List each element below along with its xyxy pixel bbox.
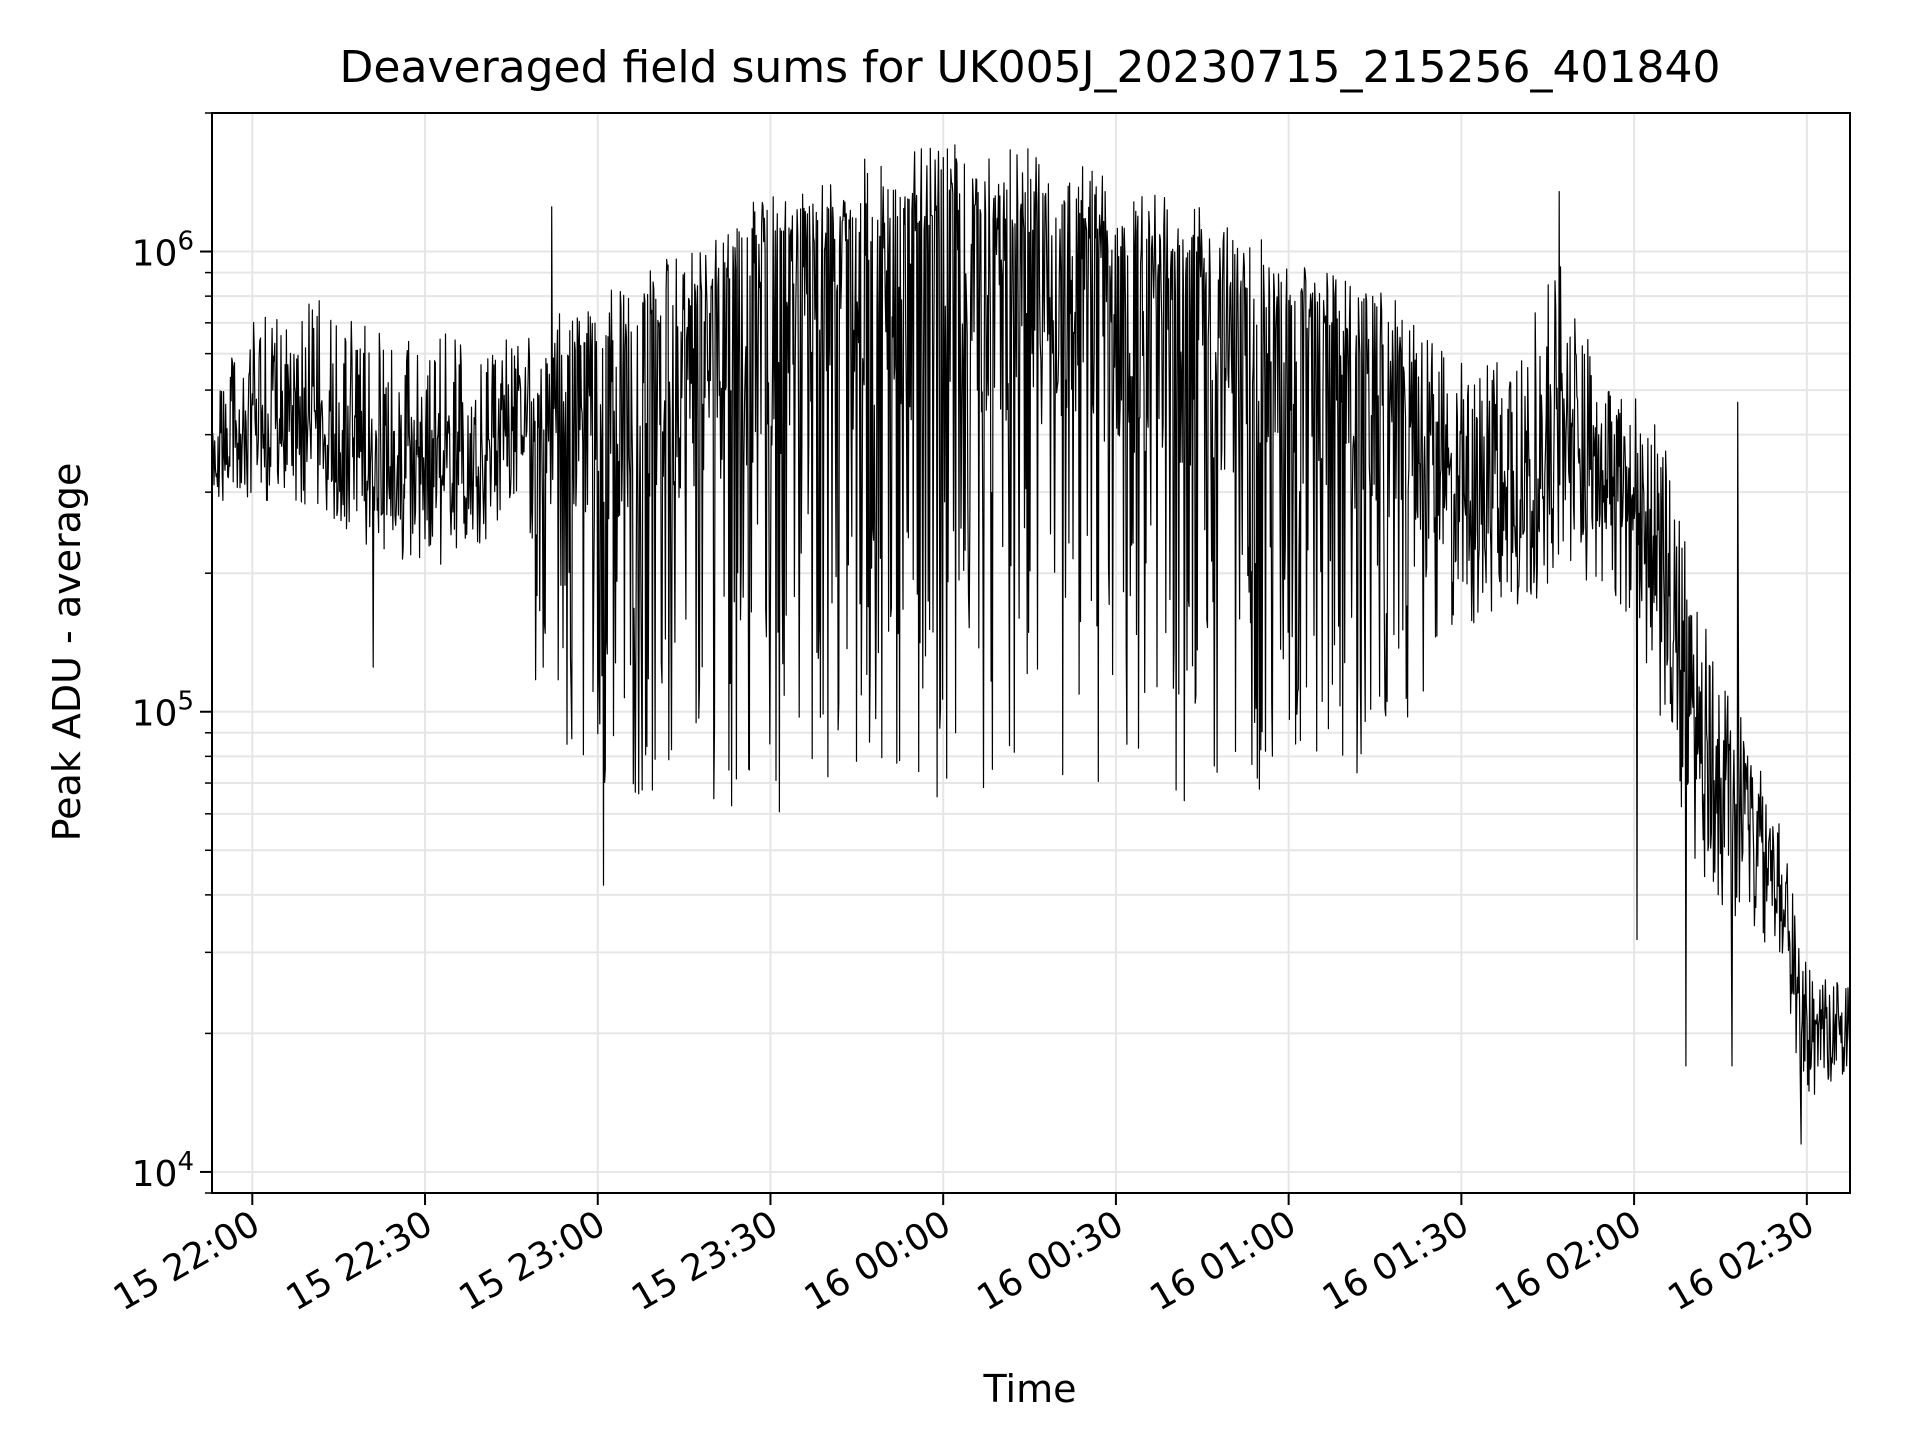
plot-area-frame xyxy=(211,112,1851,1194)
series-line xyxy=(211,144,1851,1145)
y-tick-label: 105 xyxy=(132,687,194,735)
chart-title: Deaveraged field sums for UK005J_2023071… xyxy=(340,42,1721,93)
y-axis: 104 105 106 xyxy=(132,112,212,1195)
grid-major xyxy=(212,113,1850,1193)
y-axis-label: Peak ADU - average xyxy=(45,463,89,842)
x-axis-label: Time xyxy=(983,1367,1077,1411)
y-tick-label: 106 xyxy=(132,227,194,275)
series-layer xyxy=(211,144,1851,1145)
y-tick-label: 104 xyxy=(132,1147,194,1195)
